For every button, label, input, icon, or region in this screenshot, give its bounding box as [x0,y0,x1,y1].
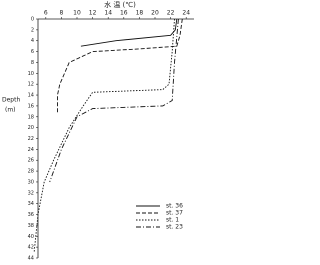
x-tick-label: 10 [73,10,81,17]
y-tick-label: 24 [28,147,34,153]
y-tick-label: 20 [28,125,34,131]
y-tick-label: 30 [28,179,34,185]
y-tick-label: 26 [28,158,34,164]
series-line [33,18,175,253]
x-tick-label: 12 [89,10,97,17]
y-tick-label: 36 [28,212,34,218]
y-tick-label: 6 [31,49,34,55]
y-tick-label: 10 [28,71,34,77]
y-label: (m) [5,107,16,114]
y-tick-label: 34 [28,201,34,207]
y-tick-label: 42 [28,245,34,251]
series-line [57,18,183,115]
y-tick-label: 8 [31,60,34,66]
x-tick-label: 8 [59,10,63,17]
legend-label: st. 1 [166,217,179,224]
x-tick-label: 14 [104,10,112,17]
chart-title: 水 温 (℃) [104,0,136,9]
x-tick-label: 18 [136,10,144,17]
chart: 水 温 (℃) Depth (m) 6 8 10 12 14 16 18 20 22 240246… [2,0,194,262]
y-tick-label: 38 [28,223,34,229]
y-tick-label: 40 [28,234,34,240]
y-tick-label: 16 [28,103,34,109]
y-tick-label: 18 [28,114,34,120]
y-tick-label: 14 [28,93,34,99]
x-tick-label: 20 [151,10,159,17]
y-tick-label: 44 [28,256,34,262]
x-tick-label: 16 [120,10,128,17]
legend-label: st. 23 [166,224,183,231]
x-tick-label: 6 [44,10,48,17]
y-tick-label: 28 [28,169,34,175]
legend-label: st. 36 [166,203,183,210]
series-line [49,18,179,183]
y-label: Depth [2,97,20,104]
y-tick-label: 0 [31,17,34,23]
legend-label: st. 37 [166,210,183,217]
x-tick-label: 22 [167,10,175,17]
y-tick-label: 22 [28,136,34,142]
series-line [80,18,178,47]
y-tick-label: 4 [31,38,34,44]
x-tick-label: 24 [182,10,190,17]
y-tick-label: 12 [28,82,34,88]
y-tick-label: 32 [28,190,34,196]
y-tick-label: 2 [31,27,34,33]
